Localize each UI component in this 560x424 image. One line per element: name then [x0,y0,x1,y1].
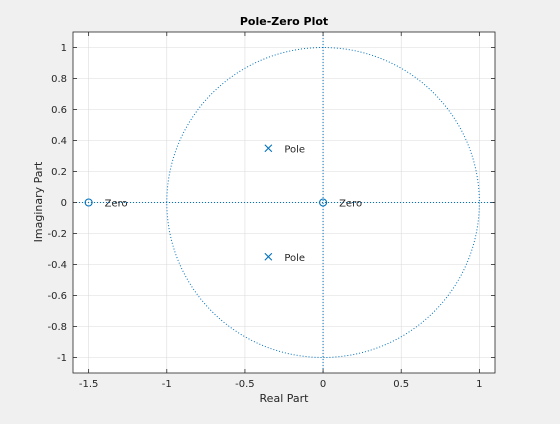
x-tick-label: -1 [162,379,172,390]
zero-label: Zero [339,199,362,210]
guide-lines [73,32,495,373]
unit-circle [166,47,480,358]
x-tick-label: -0.5 [235,379,255,390]
pole-marker [264,252,273,261]
pole-marker [264,144,273,153]
x-tick-label: -1.5 [79,379,99,390]
zero-marker [319,198,328,207]
grid-lines [73,32,495,373]
y-tick-label: -0.8 [47,322,67,333]
pole-label: Pole [284,253,305,264]
x-axis-title: Real Part [260,392,310,405]
x-tick-label: 1 [476,379,482,390]
pole-label: Pole [284,144,305,155]
zero-marker [84,198,93,207]
y-tick-label: 1 [61,43,67,54]
y-tick-label: 0.8 [51,74,67,85]
y-tick-label: -0.4 [47,260,67,271]
chart-title: Pole-Zero Plot [240,15,328,28]
x-tick-label: 0 [320,379,326,390]
y-tick-label: 0 [61,198,67,209]
y-tick-label: 0.2 [51,167,67,178]
pole-stroke [264,252,273,261]
y-tick-label: -0.6 [47,291,67,302]
y-tick-label: -1 [57,353,67,364]
y-tick-label: 0.4 [51,136,67,147]
x-tick-label: 0.5 [393,379,409,390]
y-axis-title: Imaginary Part [32,161,45,242]
zero-label: Zero [105,199,128,210]
y-tick-label: -0.2 [47,229,67,240]
y-tick-label: 0.6 [51,105,67,116]
pole-stroke [264,144,273,153]
axis-ticks: -1.5 -1 -0.5 0 0.5 1 1 0.8 0.6 0.4 0.2 0 -0.2 -0.4 -0.… [47,32,495,390]
data-marks: Pole Pole Zero Zero [84,144,362,264]
